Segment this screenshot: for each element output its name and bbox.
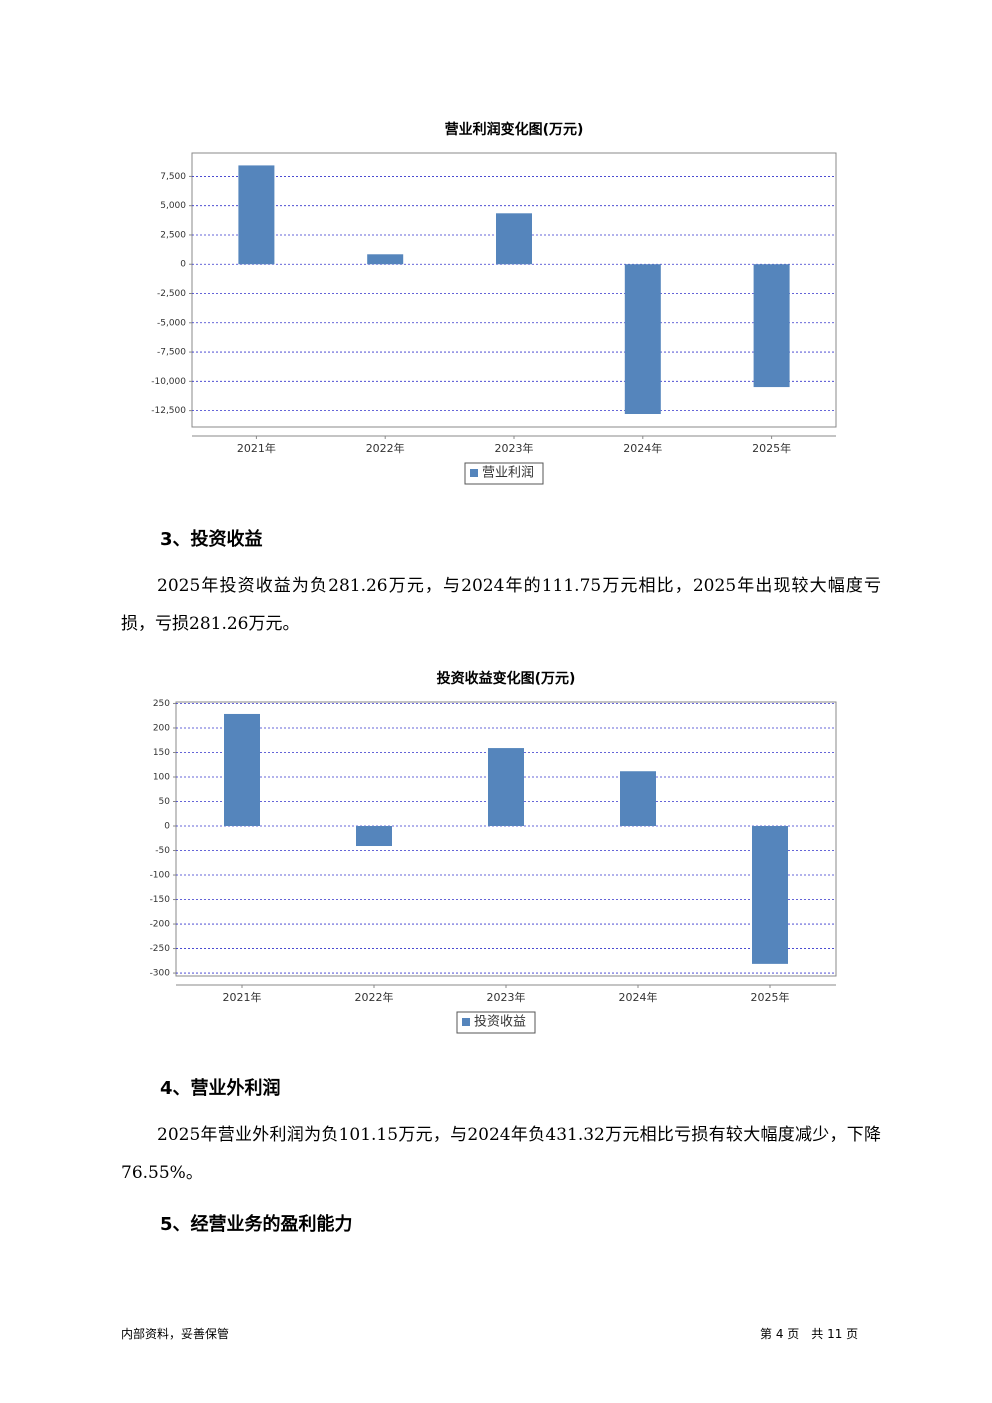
bar	[496, 213, 532, 265]
y-tick-label: 250	[153, 699, 170, 709]
footer-right: 第 4 页 共 11 页	[760, 1327, 859, 1341]
y-tick-label: 150	[153, 748, 170, 758]
y-tick-label: 100	[153, 772, 170, 782]
x-tick-label: 2023年	[495, 441, 534, 455]
x-tick-label: 2025年	[752, 441, 791, 455]
bar	[620, 771, 656, 827]
section-heading: 4、营业外利润	[160, 1078, 281, 1099]
y-tick-label: -7,500	[157, 348, 186, 358]
y-tick-label: 0	[164, 822, 170, 832]
plot-area	[191, 152, 837, 428]
paragraph: 2025年营业外利润为负101.15万元，与2024年负431.32万元相比亏损…	[121, 1125, 881, 1183]
y-tick-label: -300	[150, 969, 171, 979]
x-tick-label: 2022年	[366, 441, 405, 455]
bar	[753, 264, 790, 388]
y-tick-label: 50	[159, 797, 171, 807]
y-tick-label: 2,500	[160, 230, 186, 240]
paragraph: 2025年投资收益为负281.26万元，与2024年的111.75万元相比，20…	[121, 576, 881, 634]
legend-swatch	[470, 469, 478, 477]
legend-label: 营业利润	[482, 466, 534, 481]
y-tick-label: -10,000	[151, 377, 186, 387]
bar	[238, 165, 275, 265]
x-tick-label: 2021年	[223, 990, 262, 1004]
x-tick-label: 2021年	[237, 441, 276, 455]
plot-area	[175, 701, 837, 977]
section-heading: 5、经营业务的盈利能力	[160, 1214, 353, 1235]
legend-swatch	[462, 1018, 470, 1026]
y-tick-label: 5,000	[160, 201, 186, 211]
y-tick-label: -200	[150, 920, 171, 930]
legend-box	[464, 462, 544, 485]
bar	[224, 713, 260, 827]
bar	[356, 826, 392, 847]
y-tick-label: -50	[155, 846, 170, 856]
x-tick-label: 2024年	[619, 990, 658, 1004]
y-tick-label: 200	[153, 723, 170, 733]
chart-title: 营业利润变化图(万元)	[445, 121, 584, 138]
legend-box	[456, 1011, 536, 1034]
y-tick-label: -12,500	[151, 406, 186, 416]
bar	[624, 264, 661, 415]
y-tick-label: -100	[150, 871, 171, 881]
y-tick-label: 7,500	[160, 172, 186, 182]
y-tick-label: 0	[180, 260, 186, 270]
x-tick-label: 2022年	[355, 990, 394, 1004]
chart-title: 投资收益变化图(万元)	[437, 670, 576, 687]
legend-label: 投资收益	[474, 1014, 526, 1030]
bar	[367, 254, 404, 265]
x-tick-label: 2024年	[623, 441, 662, 455]
y-tick-label: -250	[150, 944, 171, 954]
y-tick-label: -2,500	[157, 289, 186, 299]
section-heading: 3、投资收益	[160, 529, 263, 550]
y-tick-label: -150	[150, 895, 171, 905]
x-tick-label: 2025年	[751, 990, 790, 1004]
y-tick-label: -5,000	[157, 318, 186, 328]
footer-left: 内部资料，妥善保管	[121, 1327, 230, 1341]
x-tick-label: 2023年	[487, 990, 526, 1004]
bar	[488, 748, 524, 827]
bar	[752, 826, 788, 964]
